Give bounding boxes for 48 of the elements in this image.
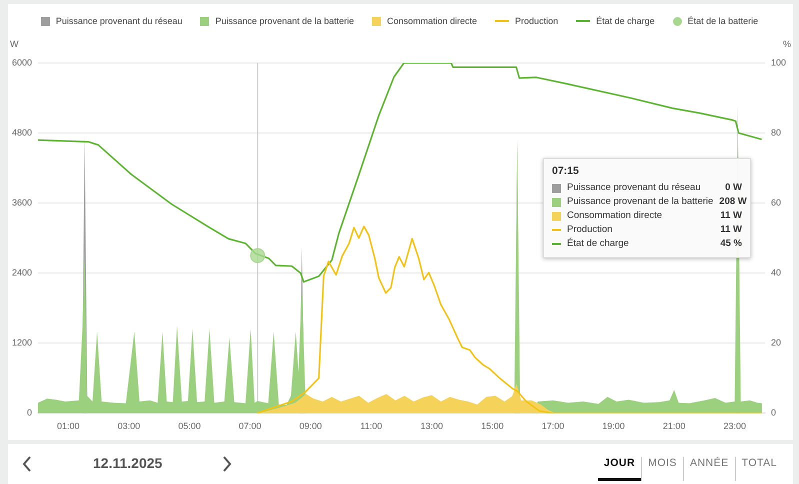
annotation: 11 W xyxy=(720,209,742,223)
annotation: 208 W xyxy=(719,195,747,209)
annotation: 11 W xyxy=(720,223,742,237)
annotation: 0 W xyxy=(725,181,742,195)
annotation: 07:15 xyxy=(552,165,580,177)
y2-tick-label: 40 xyxy=(771,268,782,278)
y2-tick-label: 60 xyxy=(771,198,782,208)
legend-label: État de charge xyxy=(567,237,630,251)
x-tick-label: 05:00 xyxy=(178,421,201,432)
x-tick-label: 03:00 xyxy=(118,421,140,432)
text: Production xyxy=(515,16,558,26)
y2-tick-label: 80 xyxy=(771,128,782,138)
y2-tick-label: 100 xyxy=(771,57,786,68)
x-tick-label: 07:00 xyxy=(238,421,262,432)
y2-tick-label: 20 xyxy=(771,338,782,348)
legend-label: Production xyxy=(567,223,614,237)
text: Consommation directe xyxy=(387,16,478,26)
x-tick-label: 19:00 xyxy=(602,421,625,432)
x-tick-label: 15:00 xyxy=(481,421,504,432)
x-tick-label: 17:00 xyxy=(542,421,564,432)
x-tick-label: 21:00 xyxy=(662,421,686,432)
legend-label: Puissance provenant de la batterie xyxy=(567,195,714,209)
annotation: 45 % xyxy=(720,237,742,251)
text: MOIS xyxy=(641,457,683,481)
x-tick-label: 01:00 xyxy=(57,421,80,432)
x-tick-label: 23:00 xyxy=(723,421,746,432)
legend-label: Consommation directe xyxy=(567,209,664,223)
y2-axis-title: % xyxy=(782,39,791,49)
legend-label: Puissance provenant du réseau xyxy=(567,181,702,195)
y-tick-label: 1200 xyxy=(12,338,32,348)
text: 12.11.2025 xyxy=(93,455,162,471)
y-tick-label: 3600 xyxy=(12,198,32,208)
legend-label: État de la batterie xyxy=(688,16,758,26)
y-tick-label: 6000 xyxy=(12,57,32,68)
text: ANNÉE xyxy=(682,457,735,481)
y-tick-label: 0 xyxy=(26,408,32,418)
x-tick-label: 11:00 xyxy=(360,421,382,432)
text: Puissance provenant du réseau xyxy=(56,16,182,26)
y2-tick-label: 0 xyxy=(771,408,776,418)
x-tick-label: 13:00 xyxy=(420,421,444,432)
y-axis-title: W xyxy=(10,39,19,49)
text: État de charge xyxy=(596,16,655,26)
y-tick-label: 4800 xyxy=(12,128,32,138)
text: TOTAL xyxy=(734,457,783,481)
x-tick-label: 09:00 xyxy=(299,421,322,432)
text: Puissance provenant de la batterie xyxy=(215,16,354,26)
y-tick-label: 2400 xyxy=(12,268,32,278)
text: JOUR xyxy=(598,457,642,481)
